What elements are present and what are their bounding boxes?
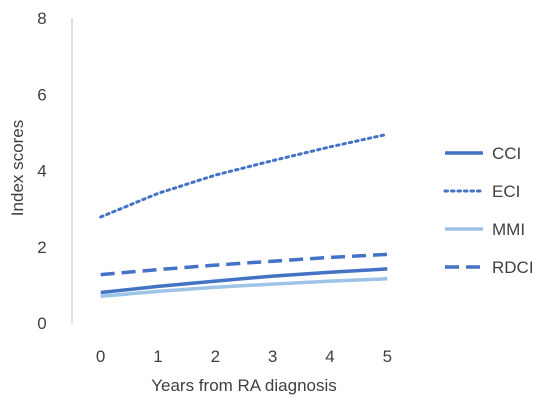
legend: CCI ECI MMI RDCI bbox=[443, 144, 534, 277]
y-tick-label: 4 bbox=[37, 162, 46, 181]
plot-area bbox=[99, 132, 389, 299]
x-tick-label: 0 bbox=[96, 347, 105, 366]
legend-label-rdci: RDCI bbox=[492, 258, 534, 277]
x-axis-title: Years from RA diagnosis bbox=[151, 376, 337, 395]
series-line-cci bbox=[100, 267, 388, 295]
x-tick-label: 2 bbox=[211, 347, 220, 366]
y-tick-label: 8 bbox=[37, 9, 46, 28]
y-axis: 0 2 4 6 8 bbox=[37, 9, 73, 333]
x-tick-label: 3 bbox=[268, 347, 277, 366]
legend-label-eci: ECI bbox=[492, 182, 520, 201]
y-axis-title: Index scores bbox=[8, 120, 27, 216]
series-line-mmi bbox=[100, 277, 388, 299]
x-tick-label: 1 bbox=[153, 347, 162, 366]
y-tick-label: 6 bbox=[37, 85, 46, 104]
legend-label-cci: CCI bbox=[492, 144, 521, 163]
legend-label-mmi: MMI bbox=[492, 220, 525, 239]
x-tick-label: 5 bbox=[383, 347, 392, 366]
series-line-eci bbox=[99, 132, 389, 219]
x-tick-label: 4 bbox=[325, 347, 334, 366]
series-line-rdci bbox=[100, 252, 388, 277]
y-tick-label: 0 bbox=[37, 314, 46, 333]
y-tick-label: 2 bbox=[37, 238, 46, 257]
x-axis: 0 1 2 3 4 5 bbox=[96, 347, 392, 366]
